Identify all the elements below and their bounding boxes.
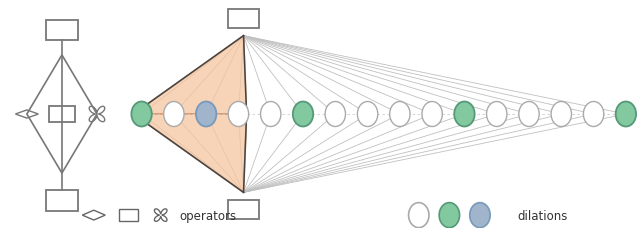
Bar	[228, 10, 259, 29]
Ellipse shape	[519, 102, 540, 127]
Ellipse shape	[616, 102, 636, 127]
Ellipse shape	[470, 203, 490, 228]
Ellipse shape	[408, 203, 429, 228]
Ellipse shape	[454, 102, 475, 127]
Polygon shape	[133, 114, 246, 193]
Ellipse shape	[422, 102, 442, 127]
Ellipse shape	[584, 102, 604, 127]
Ellipse shape	[260, 102, 281, 127]
Ellipse shape	[357, 102, 378, 127]
Ellipse shape	[439, 203, 460, 228]
Polygon shape	[133, 36, 246, 114]
Ellipse shape	[196, 102, 216, 127]
Ellipse shape	[164, 102, 184, 127]
Bar	[46, 21, 78, 41]
Ellipse shape	[228, 102, 248, 127]
Bar	[228, 200, 259, 219]
Ellipse shape	[551, 102, 572, 127]
Ellipse shape	[325, 102, 346, 127]
Ellipse shape	[131, 102, 152, 127]
Ellipse shape	[390, 102, 410, 127]
Text: dilations: dilations	[517, 209, 567, 222]
Bar	[46, 190, 78, 211]
Text: operators: operators	[180, 209, 237, 222]
Bar	[119, 209, 138, 221]
Bar	[49, 106, 75, 123]
Ellipse shape	[293, 102, 313, 127]
Ellipse shape	[486, 102, 507, 127]
